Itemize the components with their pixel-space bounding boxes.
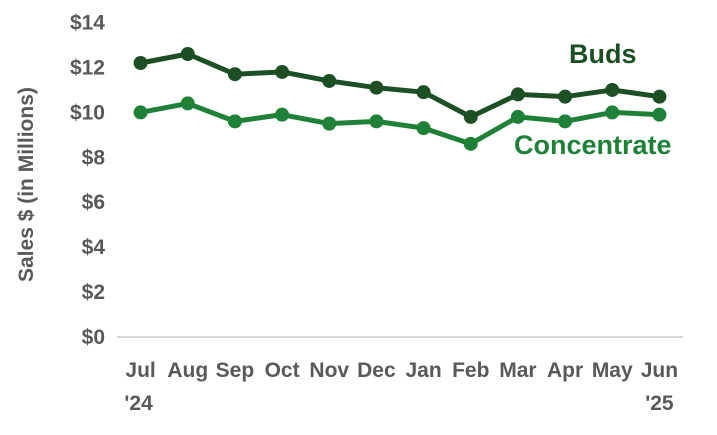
y-tick-label: $2 (82, 281, 105, 304)
x-tick-label: Oct (265, 359, 300, 382)
buds-point-nov (322, 73, 337, 88)
x-tick-label: Jan (405, 359, 441, 382)
x-tick-label: Feb (452, 359, 489, 382)
concentrate-point-jul (133, 105, 148, 120)
x-tick-label: May (592, 359, 633, 382)
y-tick-label: $12 (70, 56, 105, 79)
series-label-buds: Buds (569, 39, 637, 69)
buds-point-jun (652, 89, 667, 104)
x-tick-label: Nov (309, 359, 349, 382)
y-tick-label: $14 (70, 12, 105, 35)
buds-point-may (605, 82, 620, 97)
x-tick-label: Sep (216, 359, 255, 382)
concentrate-point-may (605, 105, 620, 120)
buds-point-sep (227, 67, 242, 82)
buds-point-oct (275, 64, 290, 79)
buds-point-jul (133, 55, 148, 70)
buds-point-dec (369, 80, 384, 95)
concentrate-line (138, 100, 662, 147)
concentrate-point-apr (558, 114, 573, 129)
y-tick-label: $10 (70, 101, 105, 124)
x-year-label-end: '25 (645, 392, 674, 415)
x-tick-label: Aug (167, 359, 208, 382)
x-tick-label: Apr (547, 359, 583, 382)
x-year-label-start: '24 (124, 392, 153, 415)
series-label-concentrate: Concentrate (514, 130, 672, 160)
buds-point-aug (180, 47, 195, 62)
x-tick-label: Jun (641, 359, 678, 382)
y-tick-label: $4 (82, 236, 106, 259)
concentrate-point-feb (463, 136, 478, 151)
x-tick-label: Dec (357, 359, 396, 382)
y-tick-label: $6 (82, 191, 105, 214)
x-tick-label: Mar (499, 359, 536, 382)
buds-point-mar (510, 87, 525, 102)
y-tick-label: $0 (82, 326, 105, 349)
y-tick-label: $8 (82, 146, 106, 169)
concentrate-point-sep (227, 114, 242, 129)
concentrate-point-nov (322, 116, 337, 131)
concentrate-point-aug (180, 96, 195, 111)
y-axis-title: Sales $ (in Millions) (15, 87, 38, 283)
concentrate-point-dec (369, 114, 384, 129)
buds-line (138, 51, 662, 120)
buds-point-feb (463, 109, 478, 124)
concentrate-point-jan (416, 121, 431, 136)
concentrate-point-jun (652, 107, 667, 122)
x-tick-label: Jul (125, 359, 155, 382)
buds-point-jan (416, 85, 431, 100)
concentrate-point-oct (275, 107, 290, 122)
concentrate-point-mar (510, 109, 525, 124)
buds-point-apr (558, 89, 573, 104)
